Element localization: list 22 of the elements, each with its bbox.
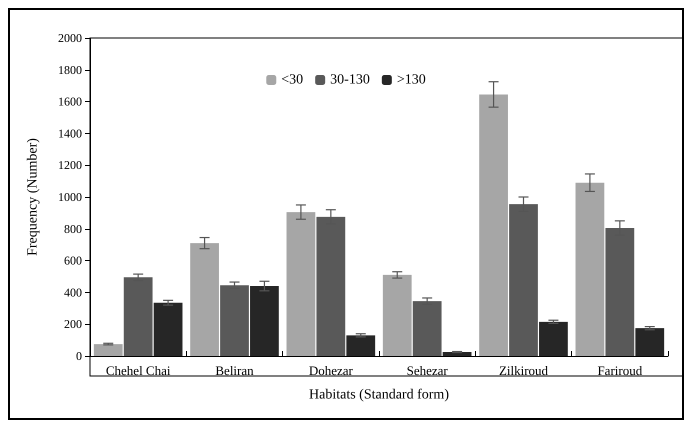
y-tick-label: 1800 <box>58 62 82 77</box>
y-tick-label: 1000 <box>58 190 82 204</box>
y-tick-label: 200 <box>64 317 82 332</box>
y-tick-label: 400 <box>64 285 82 300</box>
x-axis-title: Habitats (Standard form) <box>309 388 450 402</box>
y-tick-label: 1600 <box>58 94 82 109</box>
legend-label: 30-130 <box>330 72 370 88</box>
x-tick-label: Dohezar <box>308 363 354 378</box>
x-tick-label: Chehel Chai <box>106 363 171 378</box>
x-tick-label: Zilkiroud <box>498 363 549 378</box>
y-tick-label: 2000 <box>58 31 82 45</box>
y-tick-label: 800 <box>64 222 82 236</box>
y-axis-title: Frequency (Number) <box>26 138 40 256</box>
y-tick-label: 0 <box>76 349 82 363</box>
x-tick-label: Sehezar <box>406 363 448 378</box>
x-tick-label: Fariroud <box>597 363 643 378</box>
y-tick-label: 600 <box>64 254 82 268</box>
y-tick-label: 1400 <box>58 126 82 140</box>
legend-label: <30 <box>281 72 304 88</box>
y-tick-label: 1200 <box>58 158 82 172</box>
x-tick-label: Beliran <box>215 363 254 378</box>
legend-label: >130 <box>396 72 426 88</box>
